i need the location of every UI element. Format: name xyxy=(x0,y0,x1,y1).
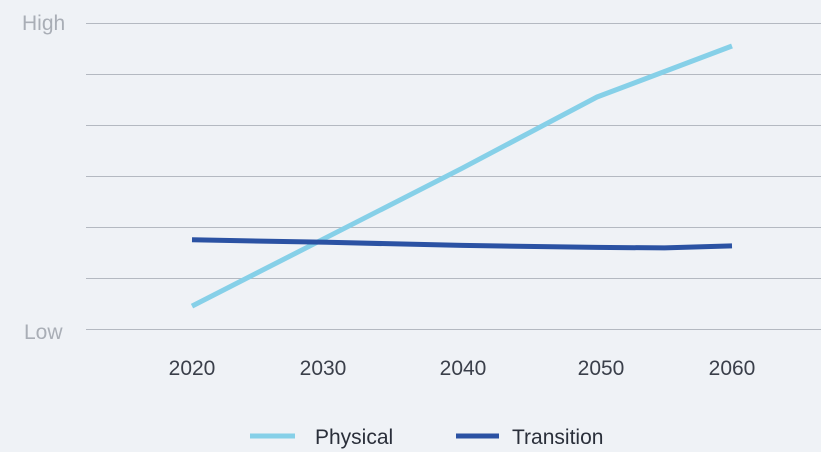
x-tick-label: 2030 xyxy=(300,357,347,380)
gridlines xyxy=(86,23,821,330)
x-axis-ticks: 2020 2030 2040 2050 2060 xyxy=(169,357,756,380)
series-lines xyxy=(190,43,733,309)
legend-label-physical: Physical xyxy=(315,426,393,449)
x-tick-label: 2040 xyxy=(440,357,487,380)
x-tick-label: 2060 xyxy=(709,357,756,380)
x-tick-label: 2020 xyxy=(169,357,216,380)
series-line-transition xyxy=(191,237,733,251)
legend-label-transition: Transition xyxy=(512,426,603,449)
y-axis-label-high: High xyxy=(22,12,65,35)
y-axis-label-low: Low xyxy=(24,321,63,344)
x-tick-label: 2050 xyxy=(578,357,625,380)
legend: Physical Transition xyxy=(250,426,603,449)
series-line-physical xyxy=(190,43,733,309)
